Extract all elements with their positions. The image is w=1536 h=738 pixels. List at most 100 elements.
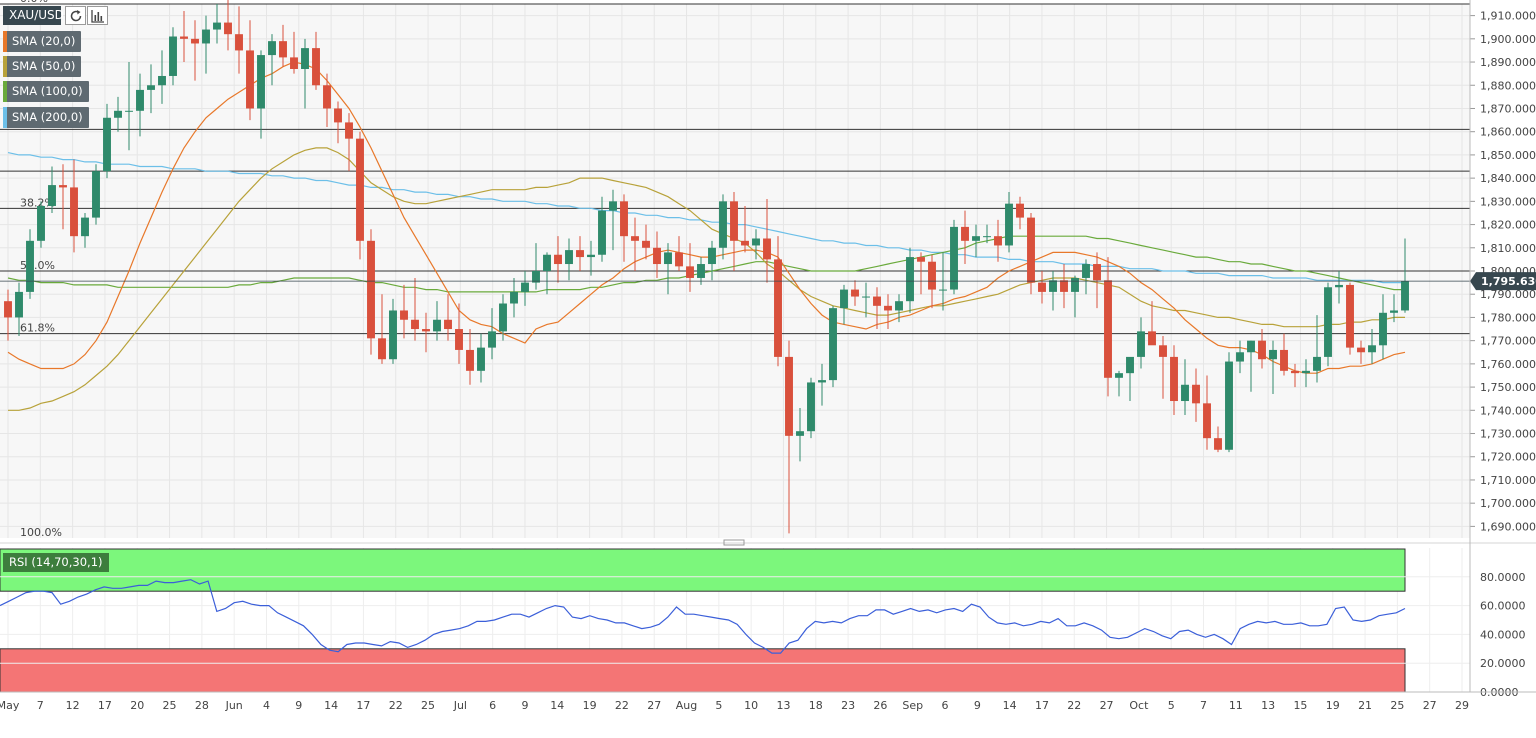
x-tick-label: 6 (489, 699, 496, 712)
bull-candle (1269, 349, 1277, 360)
price-tick-label: 1,690.0000 (1480, 520, 1536, 533)
bar-chart-icon (91, 10, 104, 23)
price-tick-label: 1,900.0000 (1480, 33, 1536, 46)
x-tick-label: 22 (389, 699, 403, 712)
bull-candle (1137, 331, 1145, 357)
price-tick-label: 1,710.0000 (1480, 474, 1536, 487)
rsi-legend[interactable]: RSI (14,70,30,1) (3, 553, 109, 572)
bull-candle (972, 236, 980, 241)
price-tick-label: 1,760.0000 (1480, 358, 1536, 371)
sma-20-label: SMA (20,0) (12, 34, 76, 48)
fib-level-label: 50.0% (20, 259, 55, 272)
bull-candle (257, 55, 265, 109)
sma-50-legend[interactable]: SMA (50,0) (3, 56, 82, 77)
x-tick-label: 19 (1326, 699, 1340, 712)
price-tick-label: 1,870.0000 (1480, 102, 1536, 115)
bull-candle (587, 254, 595, 258)
bull-candle (939, 289, 947, 291)
x-tick-label: 10 (744, 699, 758, 712)
x-tick-label: 9 (974, 699, 981, 712)
bull-candle (158, 75, 166, 86)
x-tick-label: 17 (98, 699, 112, 712)
refresh-icon (70, 10, 82, 22)
bear-candle (774, 259, 782, 357)
symbol-label[interactable]: XAU/USD (3, 6, 64, 25)
sma-200-legend[interactable]: SMA (200,0) (3, 107, 89, 128)
x-tick-label: 29 (1455, 699, 1469, 712)
sma-20-line (7, 61, 1406, 374)
bull-candle (147, 85, 155, 90)
sma-20-swatch (3, 31, 7, 52)
bear-candle (59, 185, 67, 188)
sma-20-legend[interactable]: SMA (20,0) (3, 31, 82, 52)
bull-candle (202, 29, 210, 44)
bull-candle (1115, 373, 1123, 378)
bear-candle (323, 85, 331, 109)
bull-candle (433, 319, 441, 332)
bear-candle (411, 319, 419, 330)
sma-50-line (8, 147, 1405, 411)
bull-candle (697, 264, 705, 278)
price-tick-label: 1,810.0000 (1480, 242, 1536, 255)
refresh-button[interactable] (65, 6, 86, 25)
bear-candle (1280, 349, 1288, 371)
bull-candle (1236, 352, 1244, 362)
last-price-tag (1470, 272, 1536, 291)
bull-candle (268, 41, 276, 56)
bull-candle (48, 185, 56, 206)
bull-candle (1225, 361, 1233, 450)
bear-candle (928, 261, 936, 290)
rsi-oversold-zone (0, 648, 1406, 693)
bear-candle (994, 236, 1002, 246)
chart-type-button[interactable] (87, 6, 108, 25)
bear-candle (1203, 403, 1211, 439)
bull-candle (532, 271, 540, 283)
bull-candle (114, 110, 122, 118)
price-tick-label: 1,860.0000 (1480, 126, 1536, 139)
bull-candle (169, 36, 177, 76)
bull-candle (1082, 264, 1090, 278)
bear-candle (686, 266, 694, 278)
sma-100-swatch (3, 81, 7, 102)
x-tick-label: 27 (1100, 699, 1114, 712)
bear-candle (917, 257, 925, 262)
bear-candle (4, 301, 12, 318)
fib-level-label: 38.2% (20, 196, 55, 209)
x-tick-label: 9 (295, 699, 302, 712)
bear-candle (235, 34, 243, 51)
bear-candle (554, 254, 562, 265)
x-tick-label: 23 (841, 699, 855, 712)
bull-candle (477, 347, 485, 371)
bear-candle (422, 329, 430, 332)
bear-candle (642, 240, 650, 248)
bull-candle (92, 171, 100, 218)
x-tick-label: 4 (263, 699, 270, 712)
bull-candle (37, 205, 45, 241)
bull-candle (829, 308, 837, 381)
x-tick-label: 18 (809, 699, 823, 712)
bull-candle (510, 291, 518, 304)
bull-candle (81, 217, 89, 237)
bull-candle (950, 226, 958, 290)
bull-candle (983, 236, 991, 238)
bull-candle (15, 291, 23, 318)
price-tick-label: 1,850.0000 (1480, 149, 1536, 162)
bull-candle (1335, 284, 1343, 288)
x-tick-label: 13 (776, 699, 790, 712)
x-tick-label: 5 (715, 699, 722, 712)
bull-candle (796, 431, 804, 436)
bear-candle (290, 57, 298, 70)
rsi-tick-label: 20.0000 (1480, 657, 1526, 670)
bear-candle (1346, 284, 1354, 348)
sma-100-legend[interactable]: SMA (100,0) (3, 81, 89, 102)
bear-candle (455, 329, 463, 350)
bear-candle (620, 201, 628, 237)
bull-candle (565, 250, 573, 265)
bull-candle (521, 282, 529, 292)
bear-candle (1060, 280, 1068, 292)
bull-candle (26, 240, 34, 292)
price-tick-label: 1,880.0000 (1480, 79, 1536, 92)
last-price-label: 1,795.6300 (1481, 275, 1536, 288)
price-tick-label: 1,910.0000 (1480, 10, 1536, 23)
